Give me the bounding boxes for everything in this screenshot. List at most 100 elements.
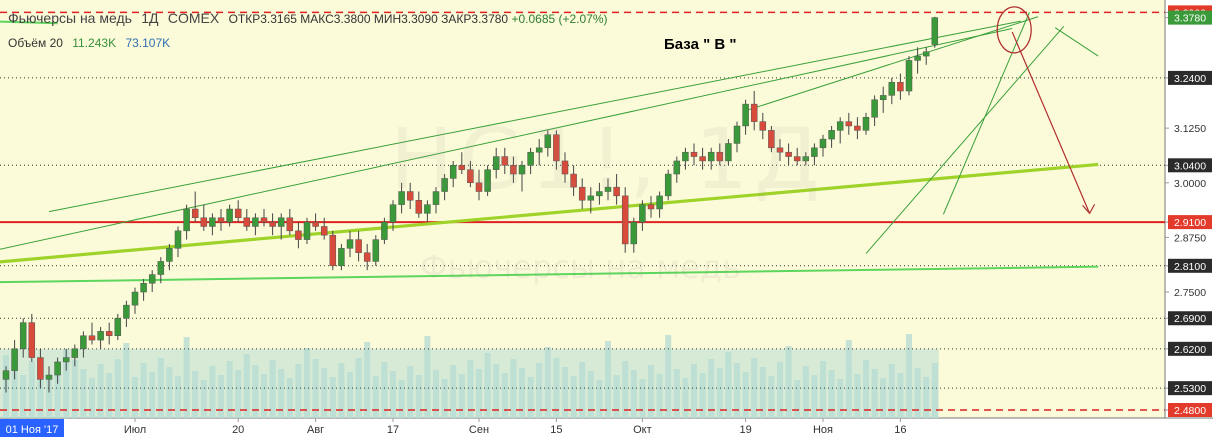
candle bbox=[888, 77, 896, 105]
candle bbox=[140, 278, 147, 301]
candle-body bbox=[243, 217, 251, 227]
candle bbox=[596, 182, 603, 205]
candle-body bbox=[768, 130, 775, 149]
candle-body bbox=[303, 221, 311, 240]
candle-body bbox=[424, 204, 431, 214]
candle-body bbox=[269, 221, 276, 227]
price-label: 2.9100 bbox=[1174, 217, 1206, 229]
candle bbox=[217, 209, 225, 231]
candle-body bbox=[828, 130, 835, 140]
time-label: 01 Ноя '17 bbox=[6, 424, 59, 436]
candle-body bbox=[449, 165, 457, 179]
candle-body bbox=[836, 121, 844, 131]
candle bbox=[449, 160, 457, 188]
price-tag bbox=[1168, 381, 1212, 396]
candle bbox=[19, 318, 27, 358]
trend-line bbox=[745, 16, 1039, 112]
candle bbox=[630, 217, 638, 253]
candle-body bbox=[905, 60, 913, 92]
candle-body bbox=[398, 191, 405, 205]
candle bbox=[295, 222, 302, 249]
candle bbox=[372, 235, 380, 266]
candle bbox=[71, 344, 79, 367]
candle bbox=[174, 226, 182, 258]
candle-body bbox=[510, 165, 517, 175]
candle-body bbox=[329, 234, 337, 267]
candle-body bbox=[295, 230, 302, 240]
candle bbox=[363, 243, 371, 271]
candle-body bbox=[535, 147, 543, 153]
candle-body bbox=[123, 304, 130, 319]
candle-body bbox=[62, 357, 70, 363]
candle-body bbox=[699, 156, 706, 162]
candle-body bbox=[191, 208, 199, 218]
candle bbox=[931, 16, 939, 48]
candle bbox=[441, 174, 448, 201]
candle bbox=[690, 143, 698, 166]
price-tag bbox=[1168, 215, 1212, 230]
candle-body bbox=[793, 156, 801, 162]
volume-label[interactable]: Объём 20 bbox=[8, 36, 63, 50]
candle-body bbox=[157, 261, 165, 275]
interval[interactable]: 1Д bbox=[141, 10, 159, 26]
candle-body bbox=[639, 204, 646, 223]
candle bbox=[11, 340, 18, 380]
candle-body bbox=[97, 331, 104, 341]
candle-body bbox=[381, 221, 388, 240]
candle bbox=[467, 160, 474, 188]
candle-body bbox=[725, 143, 732, 162]
candle-body bbox=[467, 169, 474, 184]
ohlc-values: ОТКР3.3165 МАКС3.3800 МИН3.3090 ЗАКР3.37… bbox=[228, 12, 509, 26]
candle-body bbox=[320, 226, 328, 236]
candle-body bbox=[484, 169, 491, 192]
candle bbox=[682, 147, 689, 170]
price-tag bbox=[1168, 403, 1212, 417]
candle bbox=[243, 209, 251, 231]
time-label: Окт bbox=[633, 424, 652, 436]
candle-body bbox=[553, 134, 560, 162]
candle bbox=[768, 125, 775, 153]
candle bbox=[510, 156, 517, 183]
candle-body bbox=[131, 291, 139, 306]
candle bbox=[905, 56, 913, 96]
time-label: 20 bbox=[232, 424, 244, 436]
trend-line bbox=[48, 20, 1021, 213]
candle bbox=[148, 270, 156, 293]
candle bbox=[845, 112, 853, 135]
candle bbox=[200, 204, 208, 231]
candle-body bbox=[785, 151, 792, 157]
candle bbox=[415, 191, 423, 218]
exchange: COMEX bbox=[167, 10, 220, 26]
candle-body bbox=[363, 252, 371, 262]
candle bbox=[922, 47, 930, 65]
price-change: +0.0685 (+2.07%) bbox=[511, 12, 608, 26]
trend-line bbox=[0, 28, 1013, 250]
candle-body bbox=[690, 151, 698, 157]
candle bbox=[105, 322, 113, 345]
price-label: 2.6200 bbox=[1174, 344, 1206, 356]
candle-body bbox=[174, 230, 182, 249]
candle bbox=[346, 230, 354, 258]
candle bbox=[871, 95, 878, 126]
candle bbox=[381, 217, 388, 244]
annotation-text[interactable]: База " В " bbox=[664, 36, 737, 53]
candle-body bbox=[183, 208, 190, 232]
candle bbox=[252, 213, 259, 236]
candle bbox=[570, 165, 577, 196]
candle-body bbox=[105, 331, 113, 336]
price-label: 2.6900 bbox=[1174, 313, 1206, 325]
candle bbox=[914, 47, 921, 74]
candle bbox=[338, 243, 345, 271]
price-axis: 3.39003.37803.24003.12503.04003.00002.91… bbox=[1165, 5, 1212, 417]
candle-body bbox=[819, 138, 827, 149]
candle-body bbox=[664, 173, 672, 197]
candle-body bbox=[148, 274, 156, 284]
symbol-name[interactable]: Фьючерсы на медь bbox=[8, 10, 132, 26]
candle-body bbox=[389, 204, 397, 223]
forecast-arrowhead bbox=[1082, 204, 1096, 215]
candle bbox=[750, 91, 758, 131]
candle bbox=[836, 117, 844, 144]
candle bbox=[80, 331, 87, 358]
candle-body bbox=[596, 191, 603, 197]
